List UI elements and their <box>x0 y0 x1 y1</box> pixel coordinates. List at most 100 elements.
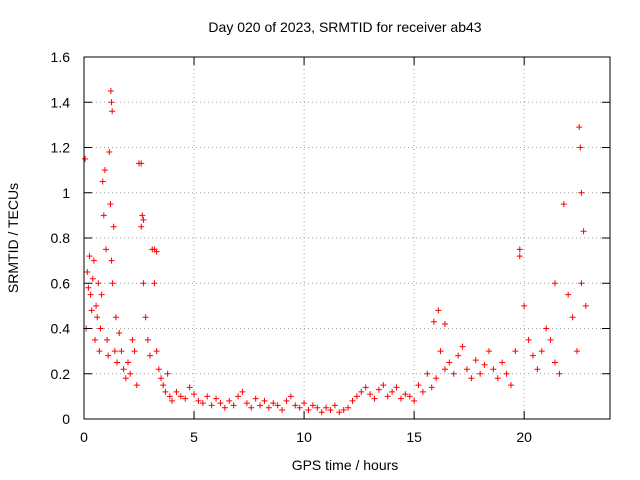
data-point <box>569 314 576 321</box>
data-point <box>127 370 134 377</box>
data-point <box>140 216 147 223</box>
data-point <box>195 397 202 404</box>
data-point <box>481 361 488 368</box>
data-point <box>122 375 129 382</box>
data-point <box>82 155 89 162</box>
data-point <box>503 370 510 377</box>
data-point <box>353 393 360 400</box>
data-point <box>349 397 356 404</box>
data-point <box>477 370 484 377</box>
data-point <box>270 400 277 407</box>
data-point <box>534 366 541 373</box>
data-point <box>186 384 193 391</box>
data-point <box>129 336 136 343</box>
data-point <box>265 404 272 411</box>
y-tick-label: 1.2 <box>51 140 71 156</box>
grid-lines <box>84 57 610 419</box>
data-point <box>243 400 250 407</box>
data-point <box>375 386 382 393</box>
data-point <box>217 400 224 407</box>
data-point <box>88 307 95 314</box>
data-point <box>257 402 264 409</box>
data-point <box>103 246 110 253</box>
data-point <box>125 359 132 366</box>
data-point <box>538 348 545 355</box>
axis-ticks <box>83 56 610 420</box>
data-point <box>287 393 294 400</box>
data-point <box>104 336 111 343</box>
chart-title: Day 020 of 2023, SRMTID for receiver ab4… <box>208 19 481 35</box>
x-tick-label: 0 <box>80 429 88 445</box>
data-point <box>173 388 180 395</box>
data-point <box>577 144 584 151</box>
data-point <box>252 395 259 402</box>
data-point <box>551 359 558 366</box>
data-point <box>547 336 554 343</box>
data-point <box>459 343 466 350</box>
data-point <box>191 391 198 398</box>
data-point <box>419 388 426 395</box>
data-point <box>164 370 171 377</box>
data-point <box>446 359 453 366</box>
data-point <box>367 391 374 398</box>
data-point <box>274 402 281 409</box>
data-point <box>120 366 127 373</box>
y-tick-label: 1.6 <box>51 49 71 65</box>
data-point <box>235 393 242 400</box>
data-point <box>560 201 567 208</box>
data-point <box>93 302 100 309</box>
data-point <box>133 382 140 389</box>
data-point <box>435 307 442 314</box>
y-tick-label: 1.4 <box>51 94 71 110</box>
data-point <box>221 404 228 411</box>
data-point <box>85 284 92 291</box>
data-point <box>105 352 112 359</box>
data-point <box>389 388 396 395</box>
data-point <box>140 280 147 287</box>
data-point <box>327 406 334 413</box>
data-point <box>323 404 330 411</box>
data-point <box>153 248 160 255</box>
data-point <box>345 404 352 411</box>
data-point <box>336 409 343 416</box>
data-point <box>111 348 118 355</box>
data-point <box>529 352 536 359</box>
data-point <box>318 409 325 416</box>
data-point <box>463 366 470 373</box>
data-point <box>573 348 580 355</box>
data-point <box>89 275 96 282</box>
data-point <box>371 395 378 402</box>
data-point <box>106 149 113 156</box>
data-point <box>99 178 106 185</box>
data-point <box>114 359 121 366</box>
data-point <box>177 393 184 400</box>
data-point <box>578 189 585 196</box>
data-point <box>151 280 158 287</box>
data-point <box>402 391 409 398</box>
data-point <box>397 395 404 402</box>
data-point <box>490 366 497 373</box>
data-point <box>87 291 94 298</box>
data-point <box>100 212 107 219</box>
data-point <box>556 370 563 377</box>
data-point <box>551 280 558 287</box>
data-point <box>576 124 583 131</box>
data-point <box>455 352 462 359</box>
data-point <box>468 375 475 382</box>
data-point <box>160 382 167 389</box>
data-point <box>543 325 550 332</box>
data-point <box>155 366 162 373</box>
data-point <box>521 302 528 309</box>
data-point <box>147 352 154 359</box>
data-point <box>507 382 514 389</box>
data-point <box>301 400 308 407</box>
x-tick-label: 20 <box>516 429 532 445</box>
data-point <box>516 253 523 260</box>
data-point <box>582 302 589 309</box>
data-point <box>107 201 114 208</box>
data-point <box>138 160 145 167</box>
data-point <box>441 320 448 327</box>
data-points <box>82 87 589 416</box>
data-point <box>384 393 391 400</box>
y-tick-label: 0.2 <box>51 366 71 382</box>
